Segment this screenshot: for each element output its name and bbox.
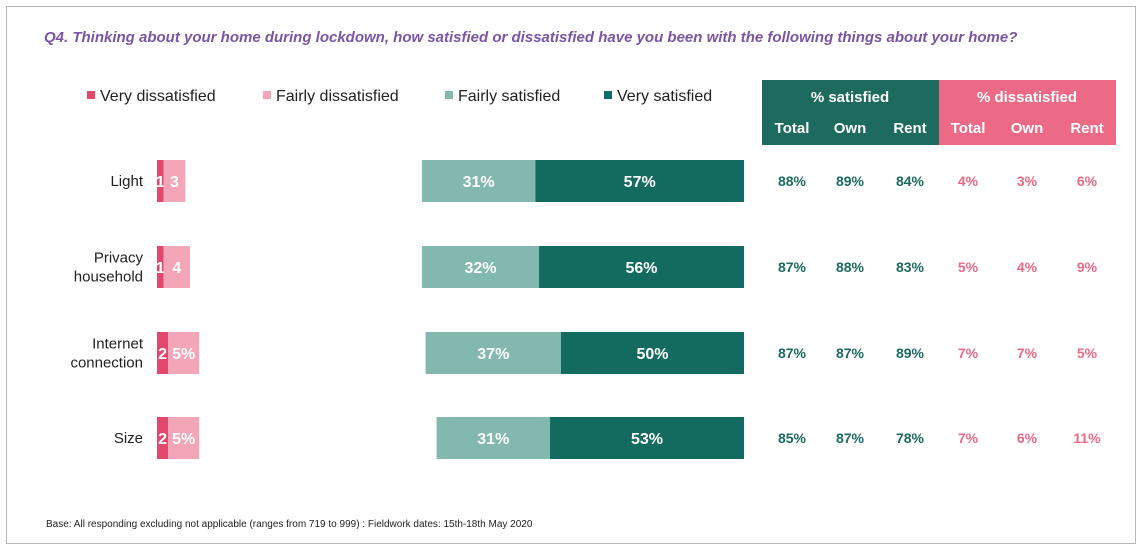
category-label: Privacy [94, 250, 144, 267]
bar-very-satisfied [550, 417, 744, 459]
category-label: connection [70, 355, 143, 372]
table-cell: 7% [958, 430, 979, 446]
bar-very-satisfied [535, 160, 744, 202]
bar-data-label: 4 [172, 260, 181, 277]
satisfied-header: % satisfied [811, 89, 889, 106]
bar-data-label: 57% [624, 174, 656, 191]
table-column-header: Rent [893, 120, 926, 137]
table-cell: 89% [836, 173, 865, 189]
bar-data-label: 5% [172, 346, 195, 363]
table-cell: 5% [958, 259, 979, 275]
category-label: Size [114, 430, 143, 447]
table-cell: 87% [836, 430, 865, 446]
table-column-header: Own [834, 120, 867, 137]
legend-label-0: Very dissatisfied [100, 88, 216, 105]
legend-swatch-2 [445, 91, 453, 99]
legend-label-2: Fairly satisfied [458, 88, 560, 105]
bar-very-satisfied [539, 246, 744, 288]
dissatisfied-header: % dissatisfied [977, 89, 1077, 106]
legend-label-1: Fairly dissatisfied [276, 88, 399, 105]
table-cell: 7% [958, 345, 979, 361]
bar-fairly-dissatisfied [163, 160, 186, 202]
bar-fairly-dissatisfied [168, 417, 200, 459]
table-column-header: Total [951, 120, 986, 137]
table-cell: 3% [1017, 173, 1038, 189]
bar-data-label: 31% [463, 174, 495, 191]
bar-very-dissatisfied [157, 417, 169, 459]
bar-very-satisfied [561, 332, 744, 374]
category-label: household [74, 269, 143, 286]
chart-title: Q4. Thinking about your home during lock… [44, 29, 1018, 46]
bar-data-label: 1 [156, 260, 165, 277]
bar-data-label: 1 [156, 174, 165, 191]
table-cell: 4% [958, 173, 979, 189]
bar-very-dissatisfied [157, 246, 164, 288]
table-cell: 87% [778, 259, 807, 275]
bar-data-label: 2 [158, 346, 167, 363]
bar-fairly-satisfied [421, 160, 536, 202]
table-column-header: Own [1011, 120, 1044, 137]
bar-very-dissatisfied [157, 332, 169, 374]
table-cell: 11% [1073, 430, 1101, 446]
table-cell: 87% [778, 345, 807, 361]
table-cell: 5% [1077, 345, 1098, 361]
legend-swatch-0 [87, 91, 95, 99]
chart-frame [6, 6, 1136, 544]
table-cell: 87% [836, 345, 865, 361]
table-cell: 89% [896, 345, 925, 361]
table-column-header: Total [775, 120, 810, 137]
table-cell: 7% [1017, 345, 1038, 361]
bar-data-label: 50% [636, 346, 668, 363]
table-cell: 83% [896, 259, 925, 275]
table-cell: 9% [1077, 259, 1098, 275]
bar-data-label: 53% [631, 431, 663, 448]
bar-fairly-dissatisfied [168, 332, 200, 374]
category-label: Internet [92, 336, 144, 353]
table-cell: 88% [836, 259, 865, 275]
table-cell: 6% [1077, 173, 1098, 189]
bar-fairly-satisfied [421, 246, 540, 288]
bar-data-label: 5% [172, 431, 195, 448]
bar-fairly-satisfied [436, 417, 551, 459]
category-label: Light [110, 173, 143, 190]
bar-fairly-dissatisfied [163, 246, 190, 288]
table-cell: 6% [1017, 430, 1038, 446]
dissatisfied-header-bg [939, 80, 1116, 145]
bar-very-dissatisfied [157, 160, 164, 202]
legend-label-3: Very satisfied [617, 88, 712, 105]
bar-data-label: 3 [170, 174, 179, 191]
table-cell: 84% [896, 173, 925, 189]
bar-data-label: 31% [477, 431, 509, 448]
legend-swatch-1 [263, 91, 271, 99]
bar-data-label: 2 [158, 431, 167, 448]
table-cell: 4% [1017, 259, 1038, 275]
bar-fairly-satisfied [425, 332, 561, 374]
table-column-header: Rent [1070, 120, 1103, 137]
legend-swatch-3 [604, 91, 612, 99]
table-cell: 85% [778, 430, 807, 446]
satisfied-header-bg [762, 80, 939, 145]
table-cell: 78% [896, 430, 925, 446]
bar-data-label: 56% [626, 260, 658, 277]
table-cell: 88% [778, 173, 807, 189]
bar-data-label: 32% [464, 260, 496, 277]
bar-data-label: 37% [477, 346, 509, 363]
footnote: Base: All responding excluding not appli… [46, 519, 533, 530]
